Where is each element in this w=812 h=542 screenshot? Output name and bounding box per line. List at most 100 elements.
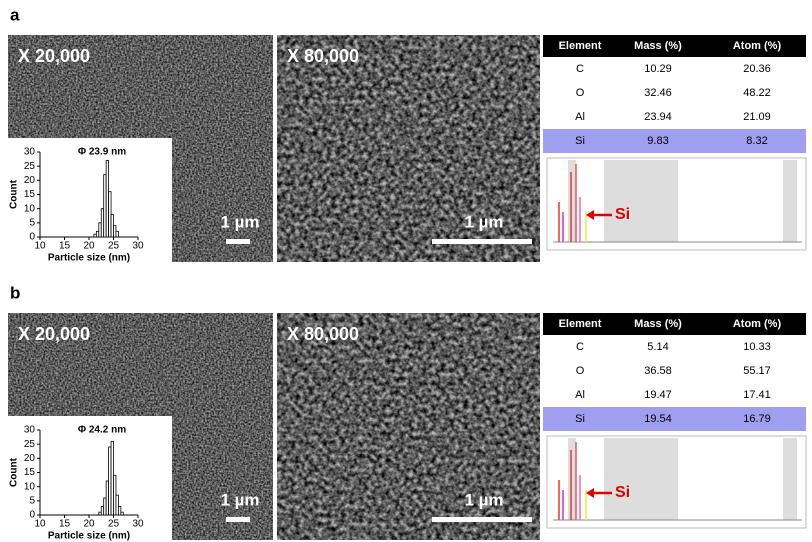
histogram-bar: [115, 230, 119, 238]
table-cell: 55.17: [743, 365, 771, 377]
table-cell: 36.58: [644, 365, 672, 377]
y-tick-label: 15: [24, 467, 36, 478]
histogram-title: Φ 23.9 nm: [78, 147, 126, 158]
spectrum-arrowhead: [586, 210, 594, 220]
y-tick-label: 0: [29, 232, 35, 243]
x-tick-label: 25: [108, 241, 120, 252]
table-row: [543, 57, 806, 81]
table-cell: 32.46: [644, 87, 672, 99]
table-header-bg: [543, 35, 806, 57]
y-tick-label: 20: [24, 175, 36, 186]
spectrum-shade: [568, 438, 576, 520]
x-tick-label: 15: [59, 519, 71, 530]
table-cell: 19.54: [644, 413, 672, 425]
spectrum-shade: [604, 438, 678, 520]
table-header: Atom (%): [733, 40, 782, 52]
table-cell: Si: [575, 413, 585, 425]
table-cell: 10.29: [644, 63, 672, 75]
histogram-inset: [8, 416, 172, 540]
sem-texture: [277, 313, 540, 540]
x-tick-label: 30: [132, 519, 144, 530]
y-tick-label: 30: [24, 425, 36, 436]
spectrum-shade: [783, 160, 797, 242]
magnification: X 80,000: [287, 46, 359, 66]
y-tick-label: 20: [24, 453, 36, 464]
histogram-bar: [120, 511, 124, 516]
spectrum-label: Si: [615, 206, 630, 223]
x-tick-label: 25: [108, 519, 120, 530]
y-tick-label: 25: [24, 439, 36, 450]
magnification: X 20,000: [18, 324, 90, 344]
table-cell: 21.09: [743, 111, 771, 123]
table-cell: 17.41: [743, 389, 771, 401]
table-cell: 5.14: [647, 341, 668, 353]
y-tick-label: 5: [29, 217, 35, 228]
panel-label: a: [10, 5, 20, 24]
table-header: Element: [559, 40, 602, 52]
table-row: [543, 81, 806, 105]
histogram-bar: [118, 506, 122, 516]
spectrum-shade: [568, 160, 576, 242]
table-cell: 10.33: [743, 341, 771, 353]
spectrum-shade: [783, 438, 797, 520]
scale-bar-label: 1 µm: [220, 212, 259, 231]
y-axis-label: Count: [9, 457, 20, 487]
table-header: Element: [559, 318, 602, 330]
y-tick-label: 5: [29, 495, 35, 506]
table-cell: 19.47: [644, 389, 672, 401]
table-cell: 9.83: [647, 135, 668, 147]
table-row: [543, 359, 806, 383]
x-tick-label: 10: [34, 241, 46, 252]
x-tick-label: 15: [59, 241, 71, 252]
y-tick-label: 15: [24, 189, 36, 200]
x-tick-label: 30: [132, 241, 144, 252]
table-cell: 20.36: [743, 63, 771, 75]
scale-bar-label: 1 µm: [220, 490, 259, 509]
table-row: [543, 129, 806, 153]
table-cell: 23.94: [644, 111, 672, 123]
spectrum-label: Si: [615, 484, 630, 501]
x-tick-label: 20: [83, 241, 95, 252]
table-cell: Si: [575, 135, 585, 147]
table-cell: C: [576, 63, 584, 75]
y-tick-label: 10: [24, 481, 36, 492]
table-cell: 8.32: [746, 135, 767, 147]
table-cell: Al: [575, 111, 585, 123]
y-axis-label: Count: [9, 179, 20, 209]
spectrum-arrowhead: [586, 488, 594, 498]
table-row: [543, 383, 806, 407]
x-tick-label: 10: [34, 519, 46, 530]
scale-bar: [432, 517, 532, 522]
scale-bar: [432, 239, 532, 244]
table-cell: 48.22: [743, 87, 771, 99]
table-row: [543, 105, 806, 129]
histogram-title: Φ 24.2 nm: [78, 425, 126, 436]
scale-bar-label: 1 µm: [464, 212, 503, 231]
panel-label: b: [10, 283, 20, 302]
table-header: Atom (%): [733, 318, 782, 330]
table-header-bg: [543, 313, 806, 335]
table-header: Mass (%): [634, 318, 682, 330]
magnification: X 80,000: [287, 324, 359, 344]
y-tick-label: 0: [29, 510, 35, 521]
table-cell: 16.79: [743, 413, 771, 425]
table-cell: Al: [575, 389, 585, 401]
sem-texture: [277, 35, 540, 262]
table-header: Mass (%): [634, 40, 682, 52]
y-tick-label: 10: [24, 203, 36, 214]
table-cell: C: [576, 341, 584, 353]
spectrum-shade: [604, 160, 678, 242]
table-row: [543, 335, 806, 359]
y-tick-label: 25: [24, 161, 36, 172]
table-cell: O: [576, 365, 585, 377]
y-tick-label: 30: [24, 147, 36, 158]
table-row: [543, 407, 806, 431]
scale-bar: [226, 239, 250, 244]
x-axis-label: Particle size (nm): [48, 531, 130, 542]
x-axis-label: Particle size (nm): [48, 253, 130, 264]
table-cell: O: [576, 87, 585, 99]
magnification: X 20,000: [18, 46, 90, 66]
scale-bar: [226, 517, 250, 522]
